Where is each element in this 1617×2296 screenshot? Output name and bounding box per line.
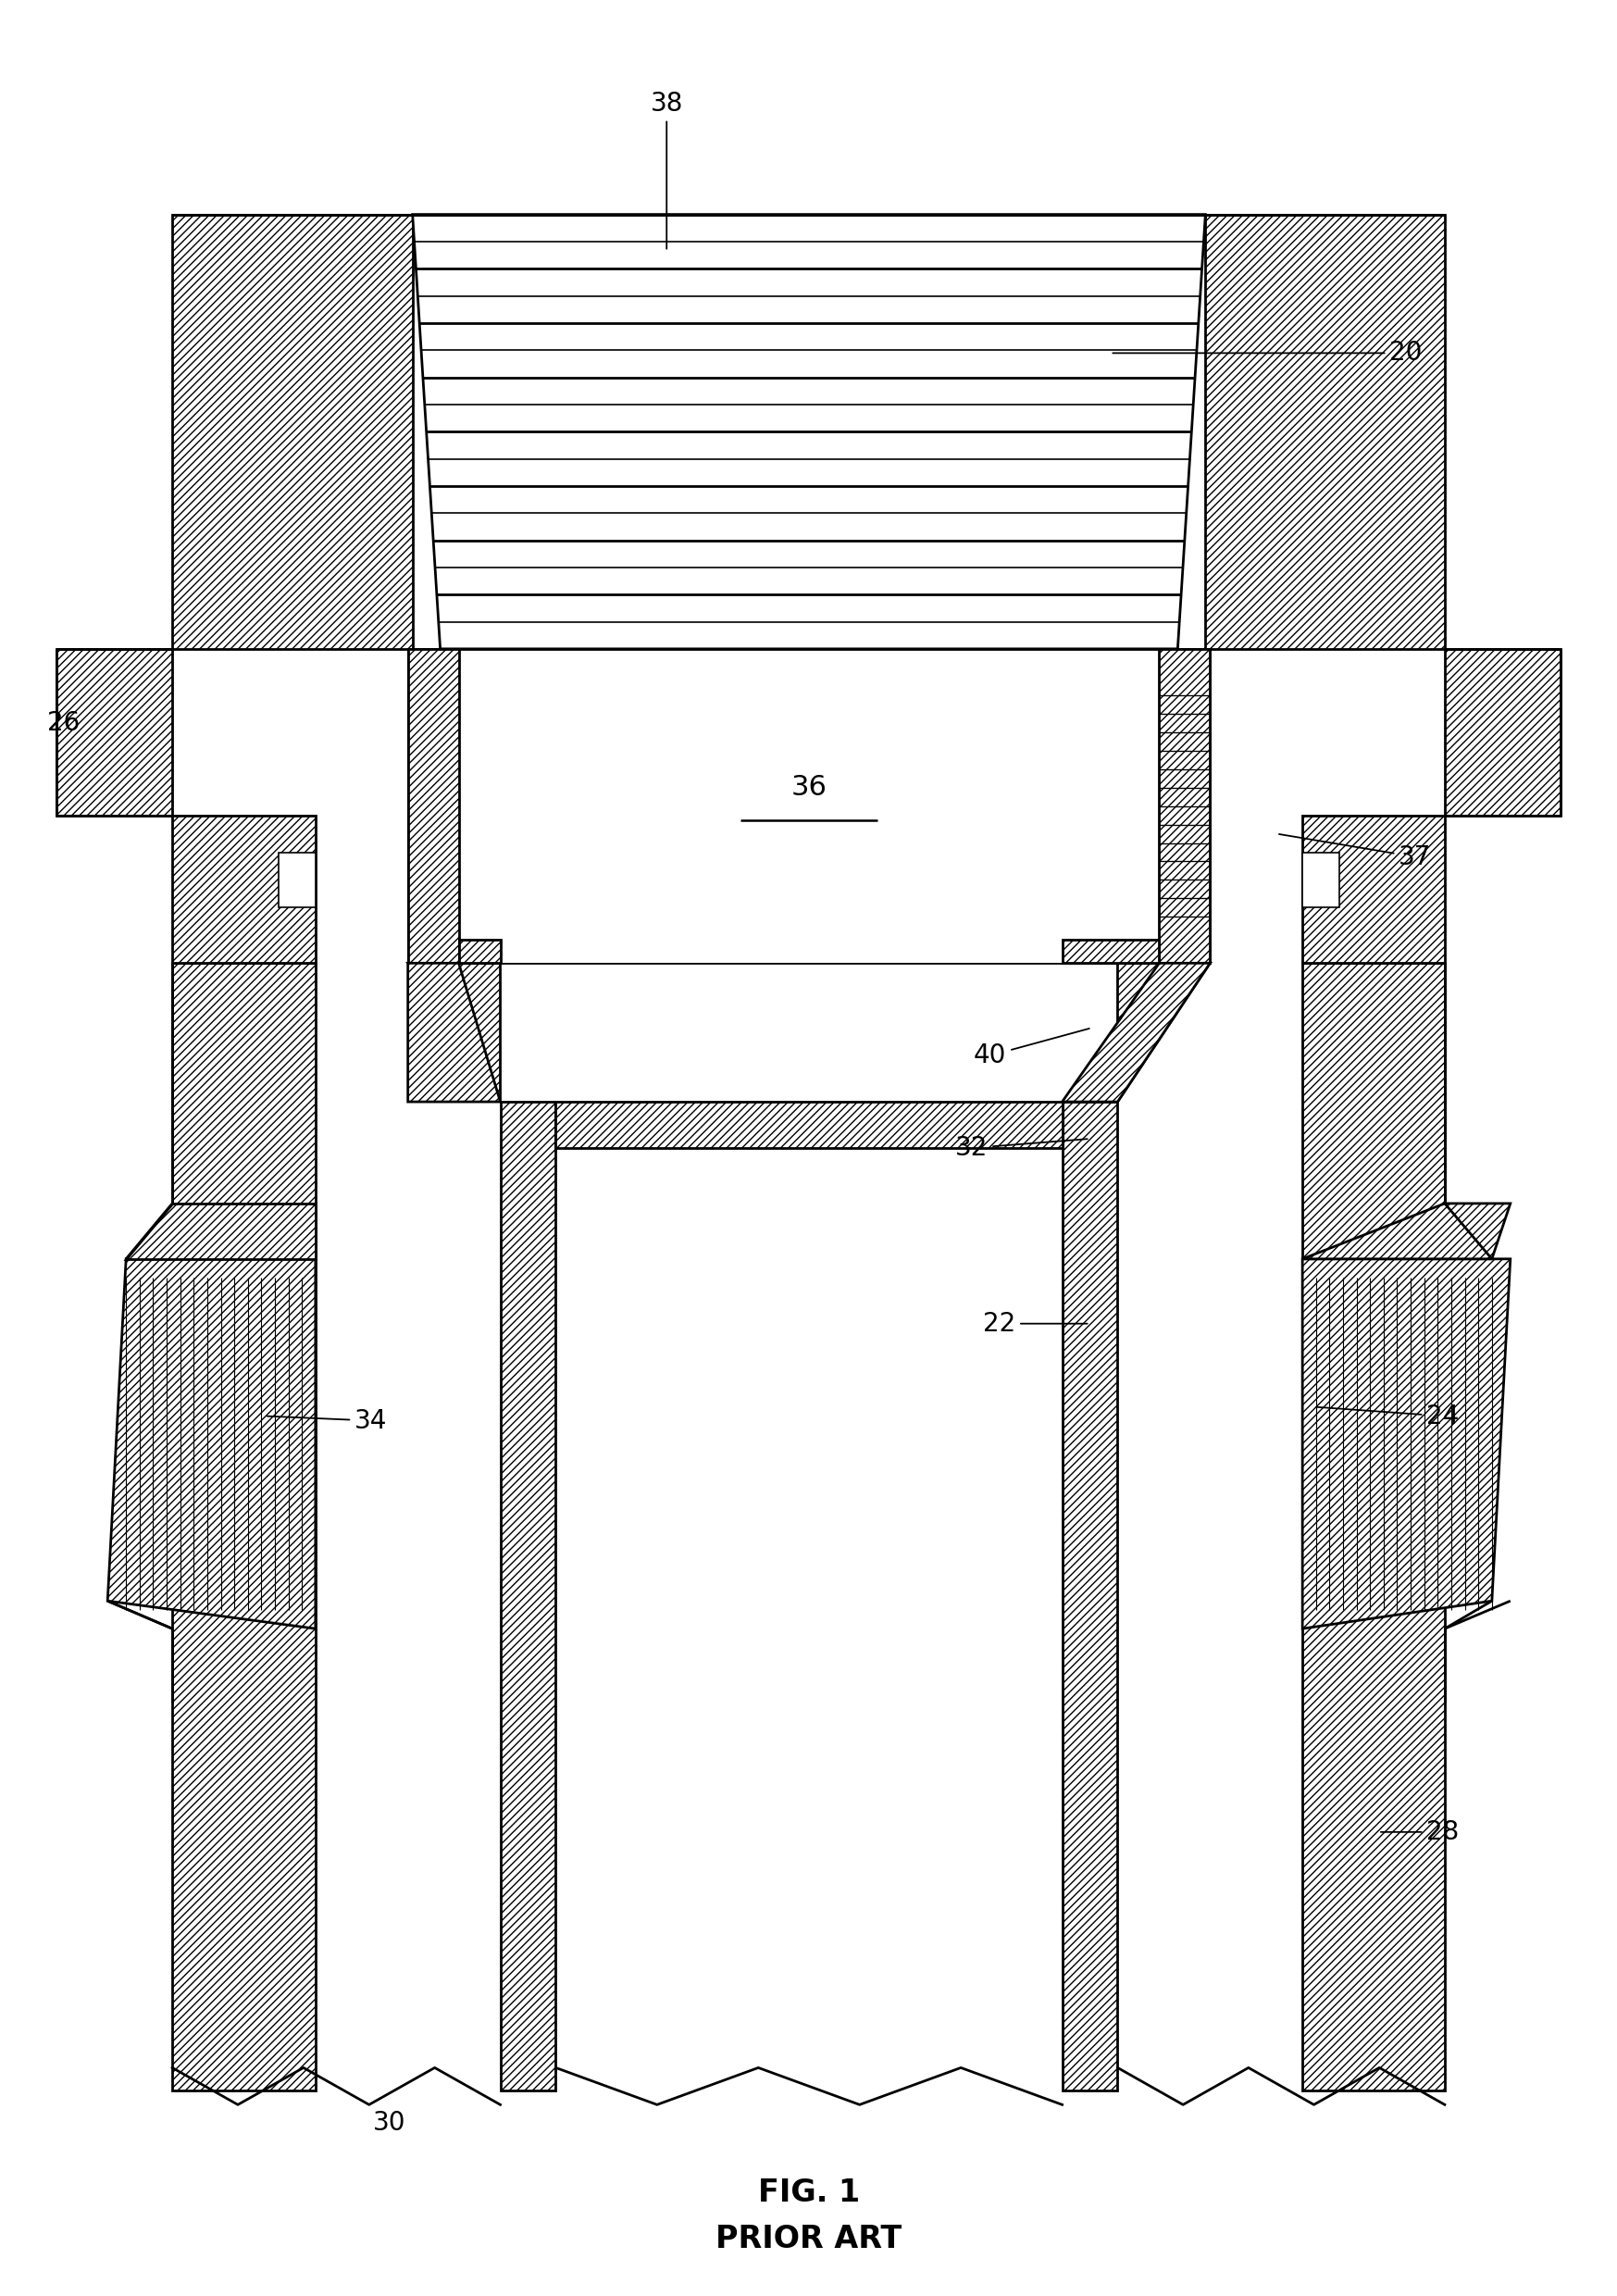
Polygon shape: [1062, 1102, 1117, 2092]
Polygon shape: [57, 650, 173, 815]
Polygon shape: [1117, 962, 1302, 2092]
Polygon shape: [1444, 650, 1560, 815]
Text: FIG. 1: FIG. 1: [758, 2177, 860, 2209]
Polygon shape: [407, 962, 500, 1102]
Polygon shape: [1159, 650, 1210, 962]
Polygon shape: [556, 1102, 1062, 1148]
Polygon shape: [556, 1102, 1062, 2092]
Text: 28: 28: [1381, 1818, 1459, 1846]
Polygon shape: [173, 962, 315, 2092]
Text: 26: 26: [47, 709, 81, 735]
Polygon shape: [412, 214, 1205, 650]
Text: 34: 34: [267, 1407, 388, 1433]
Polygon shape: [1302, 1203, 1510, 1258]
Polygon shape: [1302, 815, 1444, 962]
Text: 32: 32: [956, 1134, 1087, 1162]
Polygon shape: [1117, 962, 1210, 1102]
Polygon shape: [1302, 852, 1339, 907]
Polygon shape: [459, 962, 500, 1102]
Text: 30: 30: [374, 2110, 406, 2135]
Text: 20: 20: [1112, 340, 1423, 365]
Text: PRIOR ART: PRIOR ART: [716, 2223, 902, 2255]
Text: 24: 24: [1316, 1403, 1459, 1428]
Text: 36: 36: [791, 774, 826, 801]
Polygon shape: [315, 962, 500, 2092]
Text: 22: 22: [983, 1311, 1087, 1336]
Polygon shape: [173, 214, 412, 650]
Text: 38: 38: [650, 90, 682, 248]
Polygon shape: [500, 1102, 556, 2092]
Polygon shape: [459, 650, 1159, 962]
Polygon shape: [278, 852, 315, 907]
Text: 37: 37: [1279, 833, 1431, 870]
Polygon shape: [1302, 962, 1444, 2092]
Polygon shape: [173, 815, 315, 962]
Polygon shape: [1062, 962, 1210, 1102]
Polygon shape: [108, 1258, 315, 1628]
Text: 40: 40: [973, 1029, 1090, 1068]
Polygon shape: [407, 962, 500, 1102]
Polygon shape: [1205, 214, 1444, 650]
Polygon shape: [407, 650, 1210, 962]
Polygon shape: [1302, 1258, 1510, 1628]
Polygon shape: [126, 1203, 315, 1258]
Polygon shape: [407, 650, 459, 962]
Polygon shape: [1062, 939, 1159, 962]
Polygon shape: [459, 939, 500, 962]
